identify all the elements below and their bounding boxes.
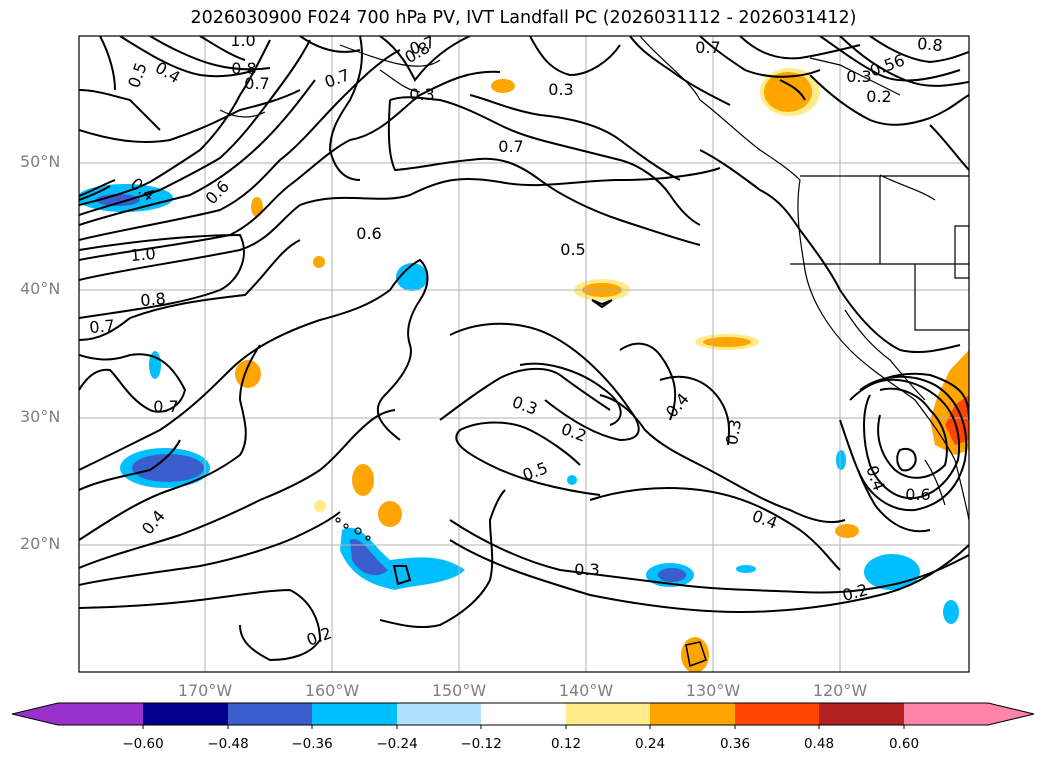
colorbar-segment	[397, 703, 481, 725]
colorbar-tick-label: 0.24	[634, 736, 666, 752]
colorbar-outline	[11, 702, 1035, 726]
contour-label: 0.7	[153, 397, 178, 416]
lat-tick-label: 30°N	[20, 407, 61, 426]
contour-label: 0.5	[560, 240, 585, 259]
contour-label: 0.8	[140, 289, 167, 310]
graticule	[79, 36, 969, 672]
colorbar-extend-max	[904, 703, 1034, 725]
colorbar-segment	[481, 703, 566, 725]
contour-label: 0.3	[548, 80, 573, 99]
lat-tick-label: 50°N	[20, 152, 61, 171]
colorbar-tick-label: −0.12	[460, 736, 502, 752]
hawaii-islands	[335, 517, 412, 586]
lon-tick-label: 140°W	[558, 681, 614, 700]
contour-label: 0.3	[409, 85, 434, 104]
shade-pos-10	[251, 197, 263, 217]
colorbar-tick-label: 0.48	[803, 736, 835, 752]
colorbar-segment	[143, 703, 228, 725]
colorbar-tick-label: −0.24	[376, 736, 418, 752]
shade-pos-5	[352, 464, 374, 496]
shade-neg-5b	[658, 568, 686, 582]
contour-label: 0.8	[916, 34, 943, 55]
contour-label: 0.2	[866, 87, 891, 106]
colorbar-segment	[819, 703, 904, 725]
contour-label: 1.0	[230, 31, 255, 50]
colorbar-tick-label: 0.36	[719, 736, 751, 752]
lon-tick-label: 160°W	[304, 681, 360, 700]
shade-pos-8	[835, 524, 859, 538]
lon-tick-label: 150°W	[431, 681, 487, 700]
contour-label: 0.7	[498, 137, 523, 156]
contour-label: 0.8	[231, 59, 256, 78]
contour-label: 0.6	[356, 224, 381, 243]
contour-label: 0.3	[574, 560, 599, 579]
shade-neg-3b	[350, 539, 388, 576]
contour-label: 0.7	[89, 316, 116, 337]
lon-tick-label: 130°W	[685, 681, 741, 700]
colorbar-segment	[566, 703, 650, 725]
colorbar-extend-min	[12, 703, 143, 725]
contour-label: 0.3	[846, 67, 871, 86]
chart-title: 2026030900 F024 700 hPa PV, IVT Landfall…	[190, 8, 857, 28]
coastline	[219, 36, 969, 521]
lat-tick-label: 20°N	[20, 534, 61, 553]
pv-contours	[79, 36, 969, 668]
shade-neg-7	[943, 600, 959, 624]
shade-pos-12	[314, 500, 326, 512]
colorbar-segment	[228, 703, 312, 725]
shade-pos-11	[313, 256, 325, 268]
colorbar-tick-label: 0.60	[888, 736, 920, 752]
lon-tick-label: 170°W	[177, 681, 233, 700]
lat-tick-label: 40°N	[20, 279, 61, 298]
shade-pos-9	[491, 79, 515, 93]
shade-neg-11	[567, 475, 577, 485]
colorbar-segment	[650, 703, 735, 725]
colorbar-segment	[312, 703, 397, 725]
colorbar-tick-label: −0.36	[291, 736, 333, 752]
shade-neg-2b	[132, 454, 204, 482]
colorbar-segment	[735, 703, 819, 725]
contour-label: 0.7	[244, 74, 269, 93]
map-frame	[78, 35, 970, 673]
contour-label: 1.0	[130, 244, 157, 265]
contour-label: 0.6	[905, 485, 930, 504]
shade-pos-3b	[703, 337, 751, 347]
shade-neg-9	[836, 450, 846, 470]
shade-pos-4	[235, 360, 261, 388]
shade-neg-10	[736, 565, 756, 573]
shade-pos-6	[378, 501, 402, 527]
colorbar-tick-label: −0.60	[122, 736, 164, 752]
contour-label: 0.7	[695, 38, 720, 57]
shade-neg-4	[396, 263, 428, 291]
shade-pos-13b	[945, 395, 969, 445]
colorbar-tick-label: −0.48	[207, 736, 249, 752]
contour-label: 0.3	[722, 418, 745, 446]
lon-tick-label: 120°W	[812, 681, 868, 700]
colorbar-tick-label: 0.12	[550, 736, 582, 752]
shade-pos-1b	[764, 72, 812, 112]
